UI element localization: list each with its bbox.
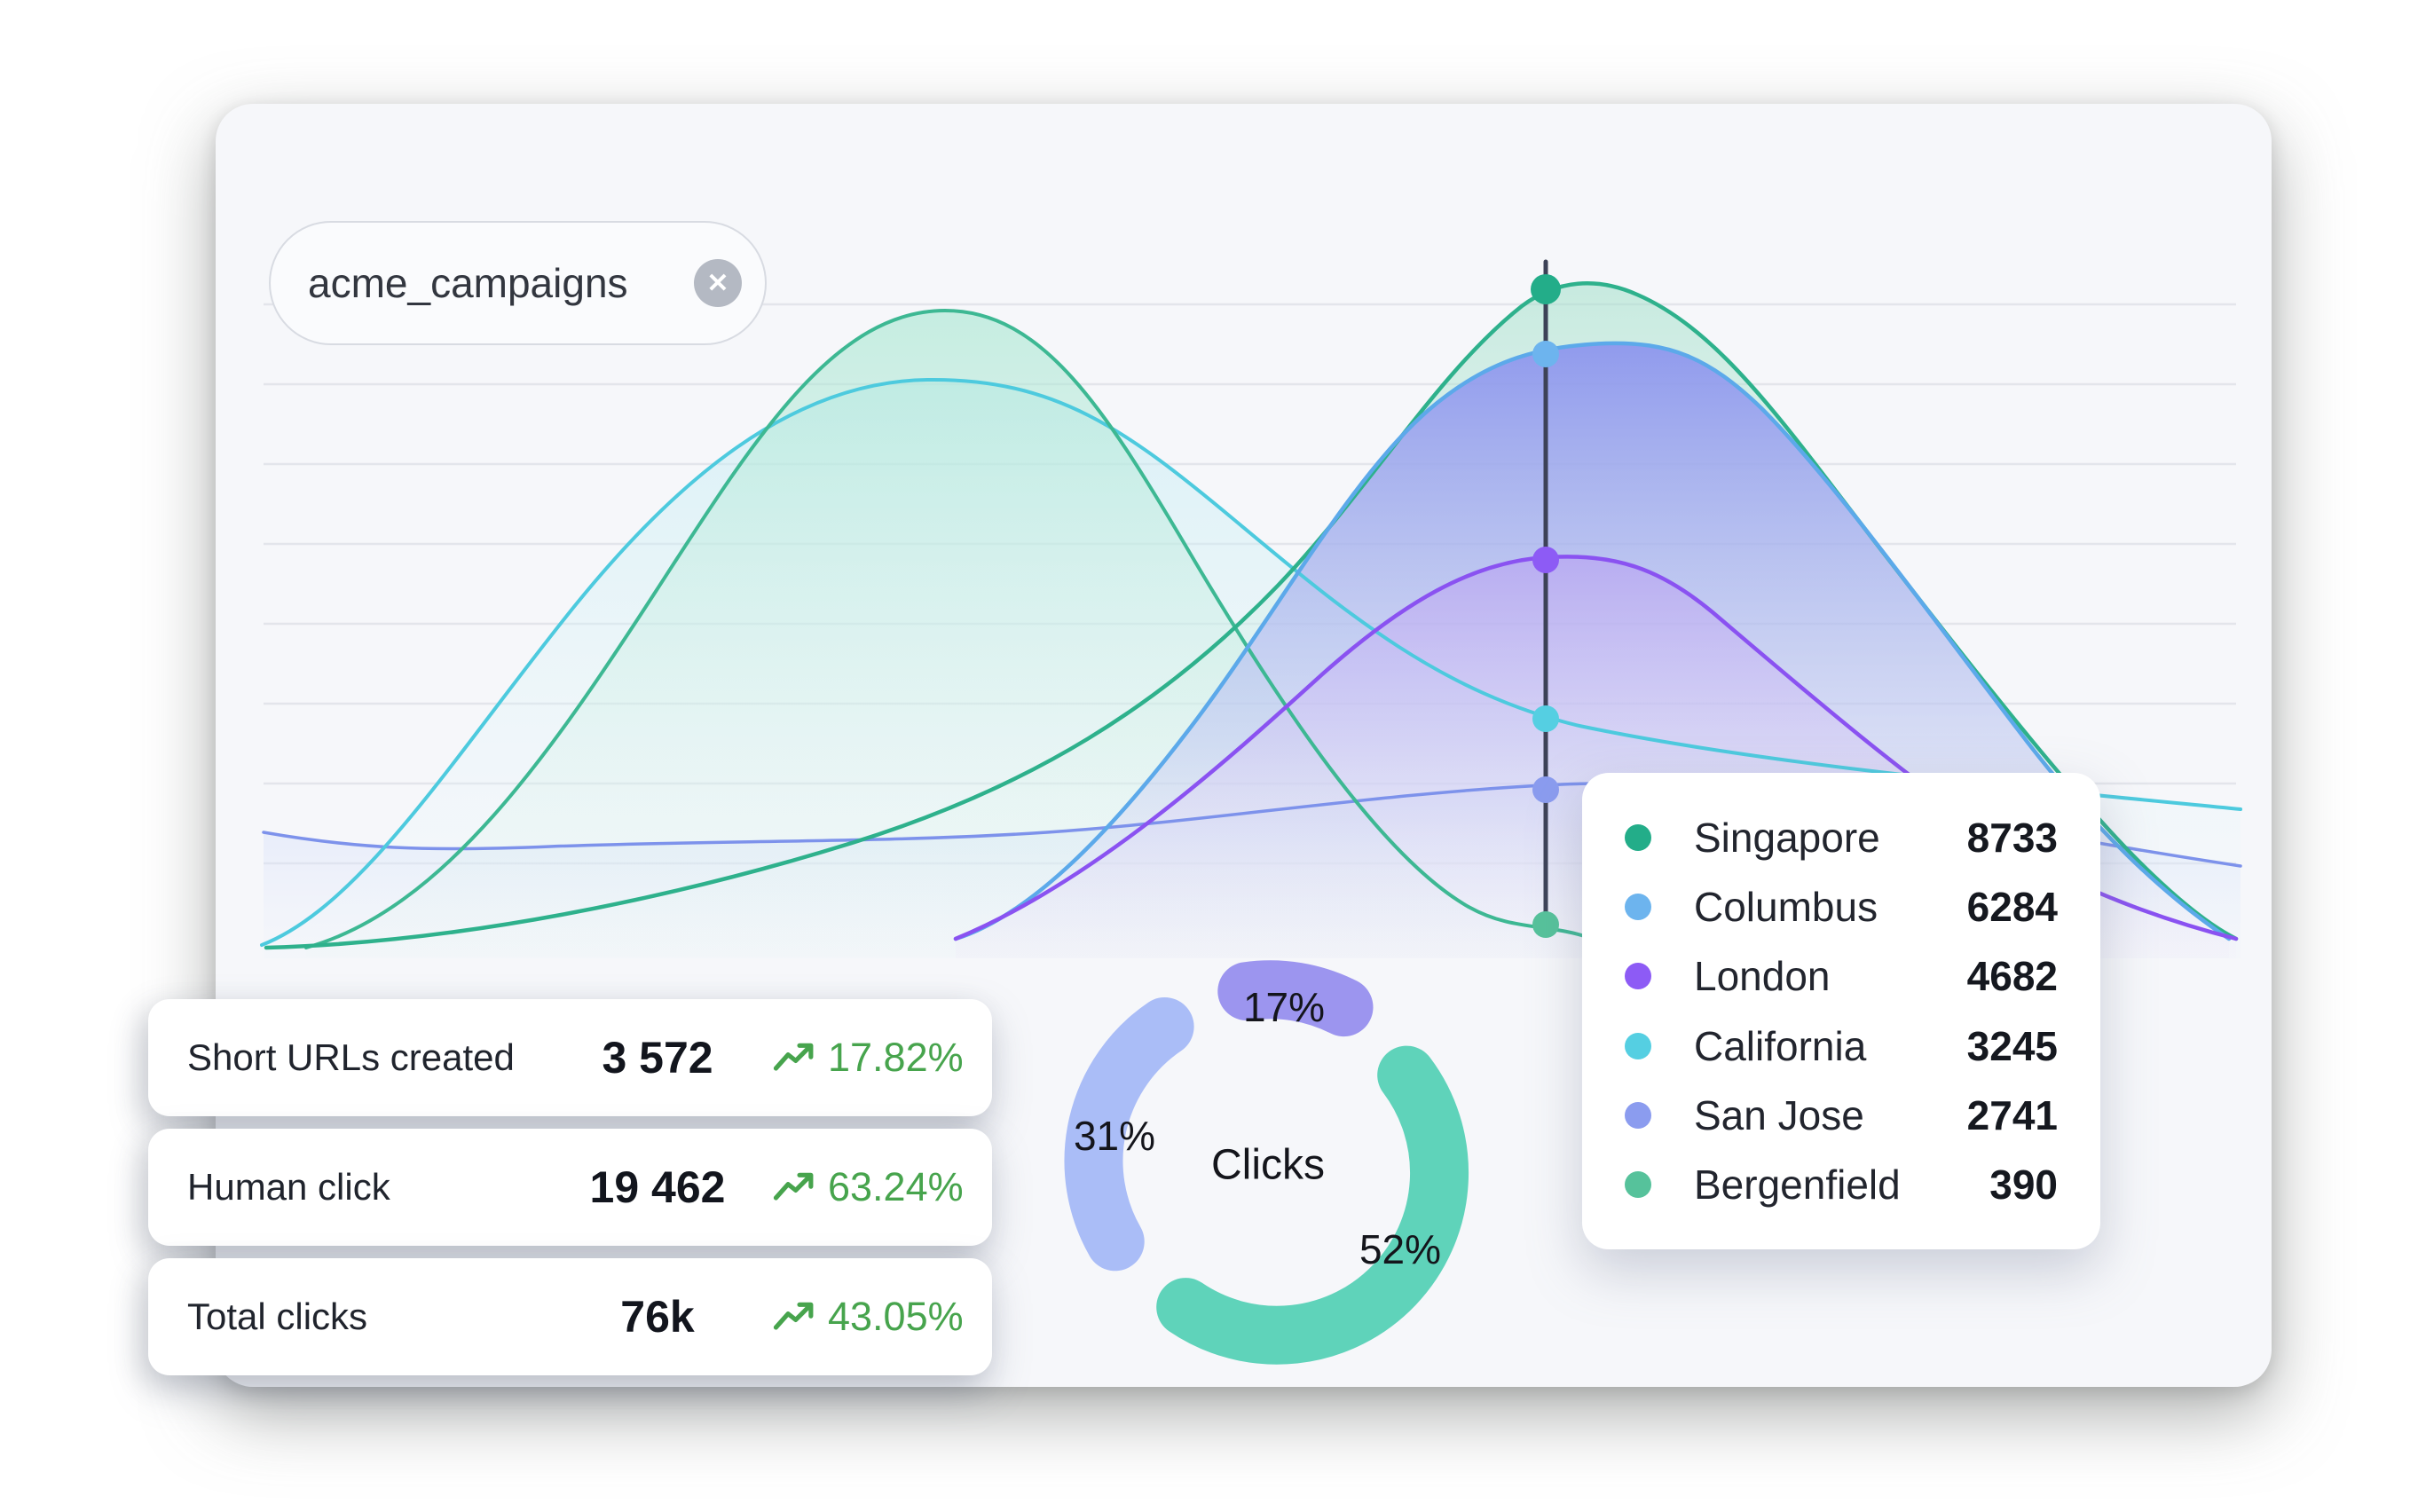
- stat-card-total-clicks: Total clicks 76k 43.05%: [148, 1258, 992, 1375]
- filter-chip-label: acme_campaigns: [308, 260, 628, 306]
- legend-row-california: California 3245: [1625, 1022, 2058, 1070]
- stat-change: 17.82%: [828, 1035, 964, 1080]
- close-icon[interactable]: ✕: [694, 259, 742, 307]
- california-dot-icon: [1625, 1032, 1651, 1059]
- legend-value: 3245: [1966, 1022, 2058, 1069]
- legend-row-singapore: Singapore 8733: [1625, 814, 2058, 862]
- donut-segment-teal[interactable]: [1156, 1045, 1469, 1365]
- series-line-columbus: [953, 341, 2232, 941]
- crosshair-dot-california: [1532, 705, 1559, 732]
- stat-card-short-urls: Short URLs created 3 572 17.82%: [148, 999, 992, 1116]
- donut-segment-purple[interactable]: [1217, 960, 1374, 1037]
- series-line-singapore: [264, 281, 2239, 950]
- legend-label: Bergenfield: [1694, 1161, 1901, 1208]
- legend-label: Singapore: [1694, 815, 1880, 861]
- stat-change: 63.24%: [828, 1164, 964, 1209]
- singapore-dot-icon: [1625, 824, 1651, 851]
- donut-center-label: Clicks: [1211, 1141, 1325, 1189]
- crosshair-dot-columbus: [1532, 341, 1559, 367]
- legend-label: California: [1694, 1022, 1867, 1069]
- clicks-donut-chart: [1064, 960, 1469, 1365]
- crosshair-dot-bergenfield: [1532, 911, 1559, 938]
- trend-up-icon: [773, 1172, 814, 1201]
- trend-up-icon: [773, 1043, 814, 1071]
- stat-change: 43.05%: [828, 1294, 964, 1339]
- legend-row-columbus: Columbus 6284: [1625, 883, 2058, 931]
- stat-value: 19 462: [589, 1162, 726, 1212]
- chart-tooltip-card: Singapore 8733 Columbus 6284 London 4682…: [1582, 773, 2100, 1249]
- stat-value: 76k: [620, 1292, 695, 1342]
- filter-chip-acme-campaigns[interactable]: acme_campaigns ✕: [269, 221, 767, 345]
- columbus-dot-icon: [1625, 894, 1651, 921]
- san-jose-dot-icon: [1625, 1101, 1651, 1129]
- legend-row-bergenfield: Bergenfield 390: [1625, 1161, 2058, 1209]
- crosshair: [1531, 259, 1561, 938]
- trend-up-icon: [773, 1302, 814, 1330]
- donut-label-17: 17%: [1242, 984, 1326, 1030]
- donut-label-52: 52%: [1359, 1226, 1442, 1272]
- legend-row-london: London 4682: [1625, 952, 2058, 1000]
- stat-label: Human click: [187, 1166, 390, 1208]
- london-dot-icon: [1625, 963, 1651, 990]
- donut-label-31: 31%: [1073, 1113, 1156, 1159]
- legend-label: Columbus: [1694, 884, 1878, 931]
- legend-value: 390: [1989, 1161, 2058, 1208]
- crosshair-dot-london: [1532, 547, 1559, 573]
- crosshair-dot-singapore: [1531, 274, 1561, 304]
- legend-label: London: [1694, 953, 1831, 1000]
- legend-value: 8733: [1966, 815, 2058, 861]
- donut-segment-blue[interactable]: [1064, 997, 1194, 1272]
- stat-label: Short URLs created: [187, 1036, 515, 1078]
- legend-value: 4682: [1966, 953, 2058, 1000]
- stat-value: 3 572: [602, 1033, 713, 1083]
- legend-label: San Jose: [1694, 1091, 1864, 1138]
- legend-value: 2741: [1966, 1091, 2058, 1138]
- stat-card-human-click: Human click 19 462 63.24%: [148, 1129, 992, 1246]
- bergenfield-dot-icon: [1625, 1170, 1651, 1198]
- series-line-bergenfield: [304, 308, 1595, 949]
- stat-label: Total clicks: [187, 1295, 368, 1337]
- crosshair-dot-san-jose: [1532, 776, 1559, 803]
- legend-value: 6284: [1966, 884, 2058, 931]
- legend-row-san-jose: San Jose 2741: [1625, 1091, 2058, 1139]
